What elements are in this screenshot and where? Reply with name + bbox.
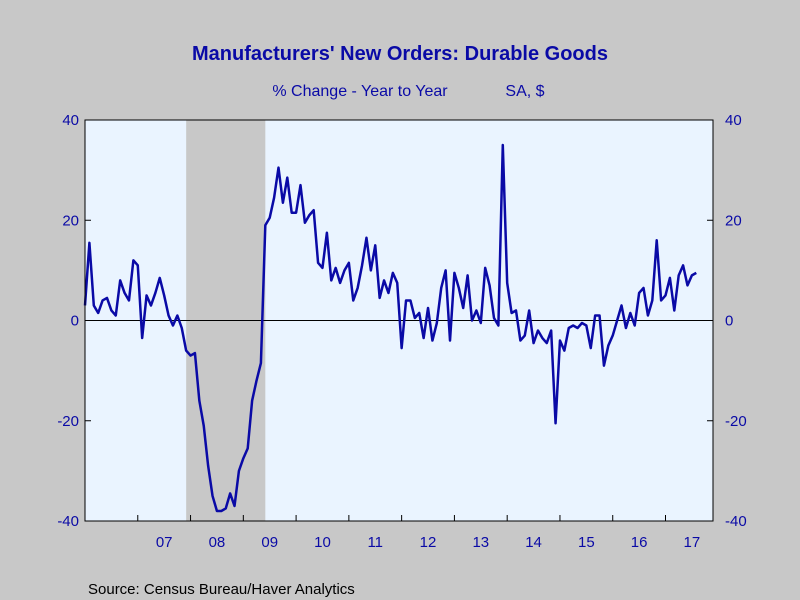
x-tick-label: 13 xyxy=(472,534,489,551)
x-tick-label: 07 xyxy=(156,534,173,551)
chart-subtitle: % Change - Year to Year xyxy=(272,83,448,100)
x-tick-label: 17 xyxy=(684,534,701,551)
y-tick-label-right: 0 xyxy=(725,313,733,330)
x-tick-label: 14 xyxy=(525,534,542,551)
x-tick-label: 16 xyxy=(631,534,648,551)
y-tick-label-left: 40 xyxy=(62,112,79,129)
series-line xyxy=(83,143,697,513)
x-tick-label: 15 xyxy=(578,534,595,551)
y-tick-label-left: 20 xyxy=(62,212,79,229)
y-tick-label-right: 20 xyxy=(725,212,742,229)
chart-title: Manufacturers' New Orders: Durable Goods xyxy=(192,43,608,65)
chart-units-note: SA, $ xyxy=(505,83,544,100)
plot-border xyxy=(84,119,714,522)
y-tick-label-left: -20 xyxy=(57,413,79,430)
source-note: Source: Census Bureau/Haver Analytics xyxy=(88,581,355,598)
x-tick-label: 12 xyxy=(420,534,437,551)
x-tick-label: 08 xyxy=(209,534,226,551)
y-axis-left: -40 -20 0 20 40 xyxy=(57,112,91,530)
x-tick-label: 10 xyxy=(314,534,331,551)
x-tick-label: 11 xyxy=(367,534,383,551)
y-tick-label-right: -40 xyxy=(725,513,747,530)
x-axis: 07 08 09 10 11 12 13 14 15 16 17 xyxy=(137,515,701,551)
y-tick-label-right: -20 xyxy=(725,413,747,430)
y-tick-label-left: 0 xyxy=(71,313,79,330)
y-tick-label-right: 40 xyxy=(725,112,742,129)
y-tick-label-left: -40 xyxy=(57,513,79,530)
x-tick-label: 09 xyxy=(261,534,278,551)
